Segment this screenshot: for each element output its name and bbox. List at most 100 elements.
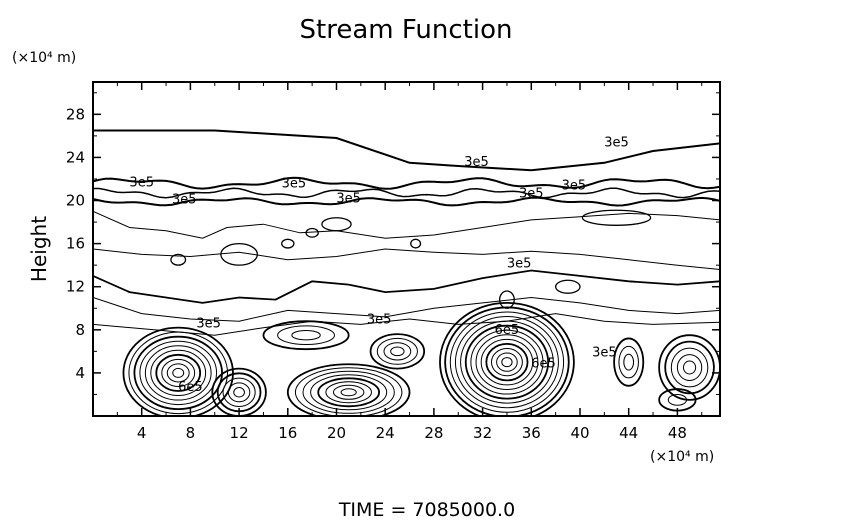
contour-line [317,377,381,408]
contour-line [454,316,559,409]
x-tick-label: 4 [137,424,147,442]
contour-line [623,353,635,371]
contour-label: 3e5 [604,136,629,151]
contour-line [332,384,365,400]
y-tick-label: 4 [75,364,85,382]
contour-line [613,337,645,387]
x-tick-label: 16 [278,424,297,442]
contour-line [658,334,720,401]
contour-line [155,353,202,392]
contour-line [170,253,187,266]
y-tick-label: 20 [66,192,85,210]
contour-line [93,248,720,270]
contour-line [122,326,234,416]
contour-line [294,367,403,416]
contour-line [676,354,703,381]
contour-label: 3e5 [507,256,532,271]
contour-line [383,342,412,361]
x-tick-label: 48 [668,424,687,442]
contour-line [682,360,697,375]
contour-line [93,269,720,304]
contour-line [340,388,357,397]
contour-label: 3e5 [172,193,197,208]
x-tick-label: 32 [473,424,492,442]
contour-label: 3e5 [562,179,587,194]
contour-label: 3e5 [129,176,154,191]
contour-label: 3e5 [196,317,221,332]
contour-line [286,363,411,416]
contour-line [664,340,715,395]
contour-line [464,324,550,400]
contour-line [390,346,405,357]
contour-line [554,279,581,294]
y-tick-label: 28 [66,105,85,123]
contour-line [220,242,259,266]
contour-line [439,301,575,416]
contour-line [667,393,688,406]
contour-line [93,313,720,336]
x-tick-label: 36 [522,424,541,442]
contour-line [485,342,529,382]
y-tick-label: 24 [66,148,85,166]
time-label: TIME = 7085000.0 [338,499,515,519]
contour-line [133,335,223,411]
contour-line [310,374,388,411]
x-tick-label: 12 [230,424,249,442]
contour-line [376,337,418,365]
x-unit-label: (×10⁴ m) [650,449,714,465]
contour-line [166,363,190,383]
contour-line [161,358,196,387]
contour-line [460,320,554,404]
contour-label: 3e5 [592,346,617,361]
contour-line [291,330,321,341]
contour-line [233,387,245,398]
contour-line [281,238,295,249]
contour-line [93,129,720,172]
x-tick-label: 8 [186,424,196,442]
contour-line [470,329,544,395]
contour-label: 6e5 [531,357,556,372]
x-tick-label: 40 [570,424,589,442]
y-axis-label: Height [27,216,51,282]
contour-label: 3e5 [367,312,392,327]
contour-line [93,196,720,207]
contour-line [139,340,218,406]
x-tick-label: 24 [376,424,395,442]
y-unit-label: (×10⁴ m) [12,50,76,66]
contour-line [222,377,256,408]
x-tick-label: 44 [619,424,638,442]
contour-line [277,325,335,346]
contour-line [93,210,720,239]
contour-label: 6e5 [178,380,203,395]
y-tick-label: 12 [66,278,85,296]
x-tick-label: 28 [424,424,443,442]
contour-line [325,381,372,404]
contour-line [150,349,207,397]
contour-line [670,347,709,388]
contour-line [172,367,185,378]
contour-label: 6e5 [495,323,520,338]
y-tick-label: 16 [66,235,85,253]
contour-line [216,372,262,413]
contour-line [211,367,267,416]
contour-line [410,238,422,249]
contour-line [369,333,426,370]
contour-line [618,345,639,379]
contour-line [93,296,720,322]
contour-line [496,352,518,372]
chart-title: Stream Function [300,15,513,45]
contour-line [144,345,212,401]
contour-label: 3e5 [464,155,489,170]
contour-line [305,227,319,238]
contour-line [480,338,534,386]
contour-line [490,347,523,377]
contour-label: 3e5 [336,192,361,207]
plot-frame [92,81,721,417]
plot-area: 3e5 3e5 3e5 3e5 3e5 3e5 3e5 3e5 3e5 3e5 3e5 3e5 6e5 6… [93,129,720,416]
contour-line [93,176,720,190]
contour-line [475,334,539,390]
y-tick-label: 8 [75,321,85,339]
contour-line [93,187,720,199]
